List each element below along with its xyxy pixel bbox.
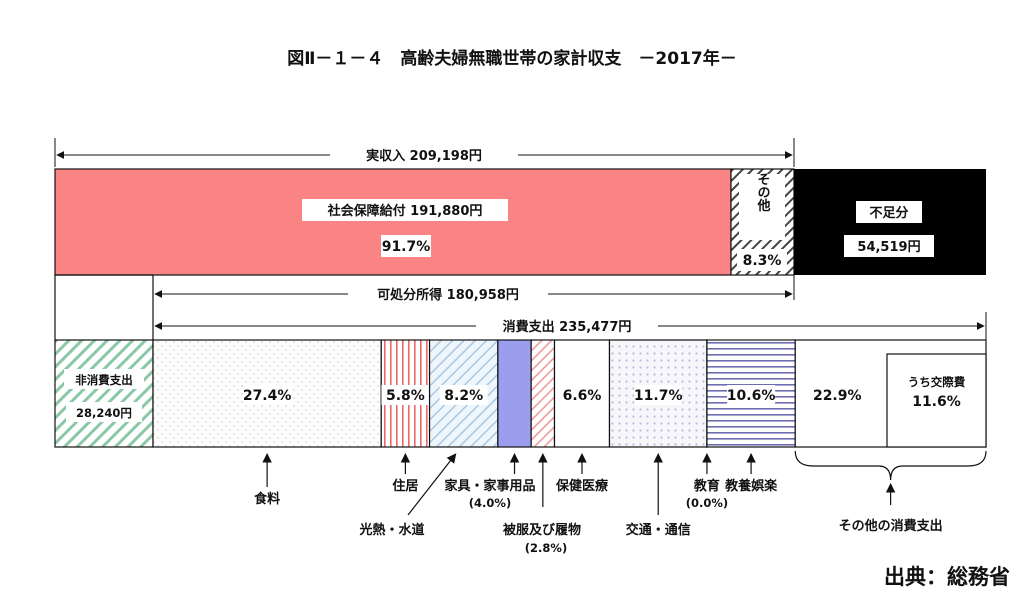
category-bar-4 bbox=[530, 339, 556, 448]
chart-title: 図Ⅱ－１－４ 高齢夫婦無職世帯の家計収支 －2017年－ bbox=[287, 48, 737, 69]
svg-text:消費支出 235,477円: 消費支出 235,477円 bbox=[503, 319, 632, 335]
total-income-label: 実収入 bbox=[366, 148, 405, 164]
other-income-pct: 8.3% bbox=[743, 253, 782, 269]
category-pct-7: (0.0%) bbox=[686, 496, 728, 510]
other-consumption-brace bbox=[794, 450, 987, 481]
non-consumption-label: 非消費支出 bbox=[75, 373, 133, 387]
disposable-income-span: 可処分所得 180,958円 bbox=[154, 275, 795, 303]
category-label-6: 交通・通信 bbox=[626, 522, 691, 538]
category-label-5: 保健医療 bbox=[555, 478, 609, 494]
social-expenses-box bbox=[886, 353, 987, 448]
category-label-0: 食料 bbox=[254, 491, 280, 507]
category-pct-2: 8.2% bbox=[444, 388, 483, 404]
shortfall-value: 54,519円 bbox=[857, 240, 920, 255]
category-label-2: 光熱・水道 bbox=[358, 522, 424, 538]
expense-bar: 非消費支出 28,240円 27.4% 5.8% 8.2% 6.6% 11.7% 10.6… bbox=[54, 339, 987, 448]
category-pct-8: 10.6% bbox=[727, 388, 776, 404]
category-pct-9: 22.9% bbox=[813, 388, 862, 404]
social-security-value: 191,880円 bbox=[410, 204, 482, 219]
category-pct-3: (4.0%) bbox=[469, 496, 511, 510]
other-income-label: その他 bbox=[755, 173, 772, 213]
category-label-4: 被服及び履物 bbox=[502, 522, 581, 538]
category-pct-1: 5.8% bbox=[386, 388, 425, 404]
social-expenses-label: うち交際費 bbox=[908, 375, 966, 389]
income-bar: 社会保障給付 191,880円 91.7% その他 8.3% 不足分 54,51… bbox=[54, 168, 986, 276]
consumption-value: 235,477円 bbox=[559, 320, 631, 335]
svg-text:社会保障給付 191,880円: 社会保障給付 191,880円 bbox=[327, 203, 483, 219]
svg-text:実収入 209,198円: 実収入 209,198円 bbox=[366, 148, 482, 164]
category-label-8: 教養娯楽 bbox=[724, 478, 778, 494]
non-consumption-value: 28,240円 bbox=[76, 406, 132, 420]
shortfall-label: 不足分 bbox=[869, 205, 908, 221]
source-credit: 出典：総務省 bbox=[884, 565, 1010, 589]
disposable-income-label: 可処分所得 bbox=[377, 287, 442, 303]
social-security-pct: 91.7% bbox=[382, 239, 431, 255]
category-label-1: 住居 bbox=[392, 478, 418, 494]
category-pct-6: 11.7% bbox=[634, 388, 683, 404]
consumption-span: 消費支出 235,477円 bbox=[154, 312, 987, 340]
non-consumption-bar bbox=[54, 339, 154, 448]
social-security-bar bbox=[54, 168, 732, 276]
svg-text:可処分所得 180,958円: 可処分所得 180,958円 bbox=[377, 287, 519, 303]
consumption-label: 消費支出 bbox=[503, 319, 555, 335]
social-expenses-pct: 11.6% bbox=[912, 394, 961, 410]
category-label-9: その他の消費支出 bbox=[839, 518, 943, 534]
disposable-income-value: 180,958円 bbox=[447, 288, 519, 303]
total-income-value: 209,198円 bbox=[410, 149, 482, 164]
category-pct-5: 6.6% bbox=[563, 388, 602, 404]
category-bar-3 bbox=[497, 339, 532, 448]
category-pct-4: (2.8%) bbox=[525, 541, 567, 555]
category-label-3: 家具・家事用品 bbox=[444, 478, 535, 494]
category-pct-0: 27.4% bbox=[243, 388, 292, 404]
total-income-span: 実収入 209,198円 bbox=[54, 138, 795, 167]
category-label-7: 教育 bbox=[693, 478, 720, 494]
social-security-label: 社会保障給付 bbox=[327, 203, 406, 219]
